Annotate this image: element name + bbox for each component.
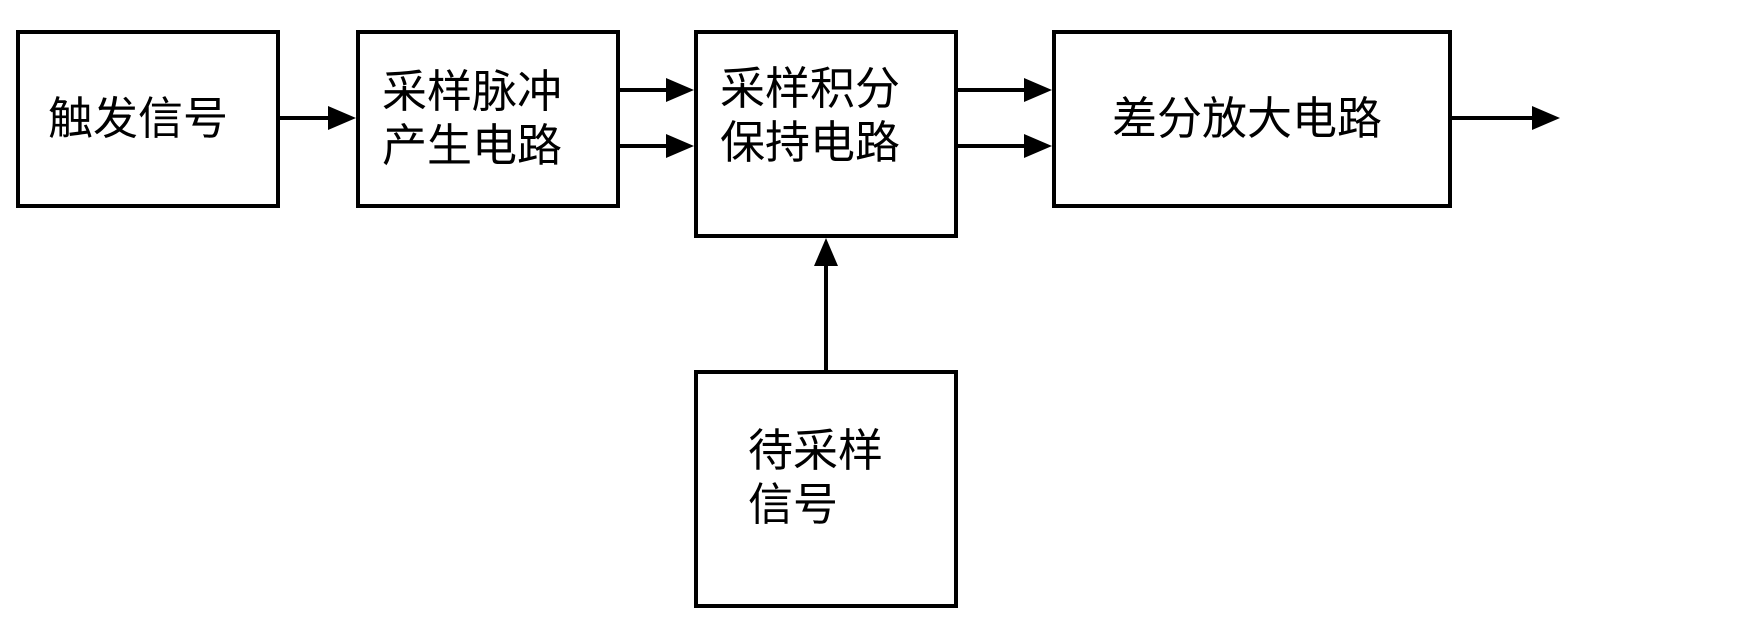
- node-trigger-signal: 触发信号: [16, 30, 280, 208]
- node-pulse-generator: 采样脉冲 产生电路: [356, 30, 620, 208]
- node-diff-amplifier: 差分放大电路: [1052, 30, 1452, 208]
- node-label: 采样脉冲 产生电路: [382, 65, 562, 173]
- node-signal-to-sample: 待采样 信号: [694, 370, 958, 608]
- diagram-canvas: 触发信号 采样脉冲 产生电路 采样积分 保持电路 差分放大电路 待采样 信号: [0, 0, 1760, 638]
- node-label: 待采样 信号: [748, 424, 883, 532]
- node-label: 触发信号: [48, 92, 228, 146]
- node-label: 差分放大电路: [1112, 92, 1382, 146]
- node-label: 采样积分 保持电路: [720, 62, 900, 170]
- node-sample-hold: 采样积分 保持电路: [694, 30, 958, 238]
